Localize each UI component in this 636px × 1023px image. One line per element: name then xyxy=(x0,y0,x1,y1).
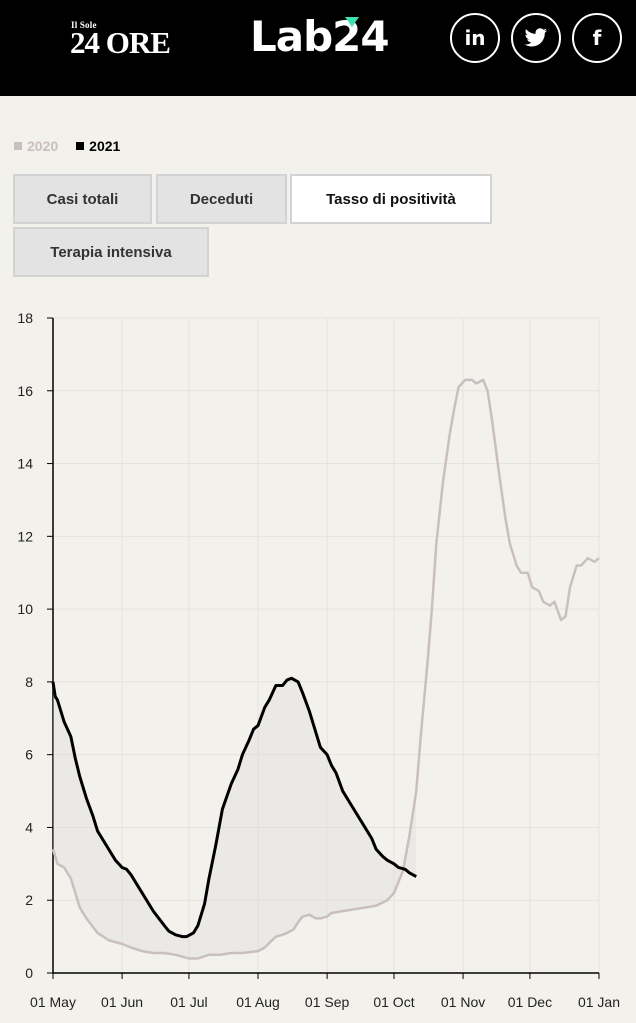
series-line-2021 xyxy=(51,676,417,939)
y-tick-label: 4 xyxy=(25,819,33,835)
y-tick-label: 18 xyxy=(17,310,33,326)
twitter-icon xyxy=(524,28,548,47)
x-tick-label: 01 Oct xyxy=(373,994,414,1010)
legend-item-2020[interactable]: 2020 xyxy=(14,138,58,154)
facebook-button[interactable]: f xyxy=(572,13,622,63)
sole24ore-logo[interactable]: Il Sole 24 ORE xyxy=(70,20,186,62)
x-tick-label: 01 Jan xyxy=(578,994,620,1010)
legend-item-2021[interactable]: 2021 xyxy=(76,138,120,154)
y-tick-label: 2 xyxy=(25,892,33,908)
tab-casi-totali[interactable]: Casi totali xyxy=(13,174,152,224)
positivity-rate-chart: 0 2 4 6 8 10 12 14 16 18 01 May 01 Jun 01 Jul 01 Aug 0… xyxy=(17,310,620,1010)
logo-small-text: Il Sole xyxy=(71,20,97,30)
lab24-logo[interactable]: Lab24 xyxy=(250,12,390,62)
y-tick-label: 6 xyxy=(25,747,33,763)
legend-label-2020: 2020 xyxy=(27,138,59,154)
legend-swatch-2020 xyxy=(14,142,22,150)
x-tick-label: 01 Dec xyxy=(508,994,552,1010)
lab24-logo-text: Lab24 xyxy=(250,12,390,61)
facebook-icon: f xyxy=(592,26,602,50)
linkedin-button[interactable]: in xyxy=(450,13,500,63)
chart-legend: 2020 2021 xyxy=(14,137,138,155)
logo-big-text: 24 ORE xyxy=(70,25,171,60)
tab-terapia-intensiva[interactable]: Terapia intensiva xyxy=(13,227,209,277)
tab-tasso-di-positivita[interactable]: Tasso di positività xyxy=(290,174,492,224)
legend-swatch-2021 xyxy=(76,142,85,150)
x-tick-label: 01 Sep xyxy=(305,994,350,1010)
x-tick-label: 01 Aug xyxy=(236,994,280,1010)
difference-band xyxy=(53,678,417,959)
x-tick-label: 01 Nov xyxy=(441,994,485,1010)
y-tick-label: 16 xyxy=(17,383,33,399)
y-tick-label: 0 xyxy=(25,965,33,981)
tab-deceduti[interactable]: Deceduti xyxy=(156,174,287,224)
legend-label-2021: 2021 xyxy=(89,138,121,154)
linkedin-icon: in xyxy=(464,26,486,50)
twitter-button[interactable] xyxy=(511,13,561,63)
series-line-2020 xyxy=(51,378,600,960)
logo-triangle-icon xyxy=(345,17,359,27)
top-bar: Il Sole 24 ORE Lab24 in f xyxy=(0,0,636,96)
x-tick-label: 01 Jul xyxy=(170,994,207,1010)
y-tick-label: 10 xyxy=(17,601,33,617)
y-tick-label: 8 xyxy=(25,674,33,690)
x-tick-label: 01 Jun xyxy=(101,994,143,1010)
x-tick-label: 01 May xyxy=(30,994,76,1010)
y-tick-label: 14 xyxy=(17,456,33,472)
y-tick-label: 12 xyxy=(17,528,33,544)
